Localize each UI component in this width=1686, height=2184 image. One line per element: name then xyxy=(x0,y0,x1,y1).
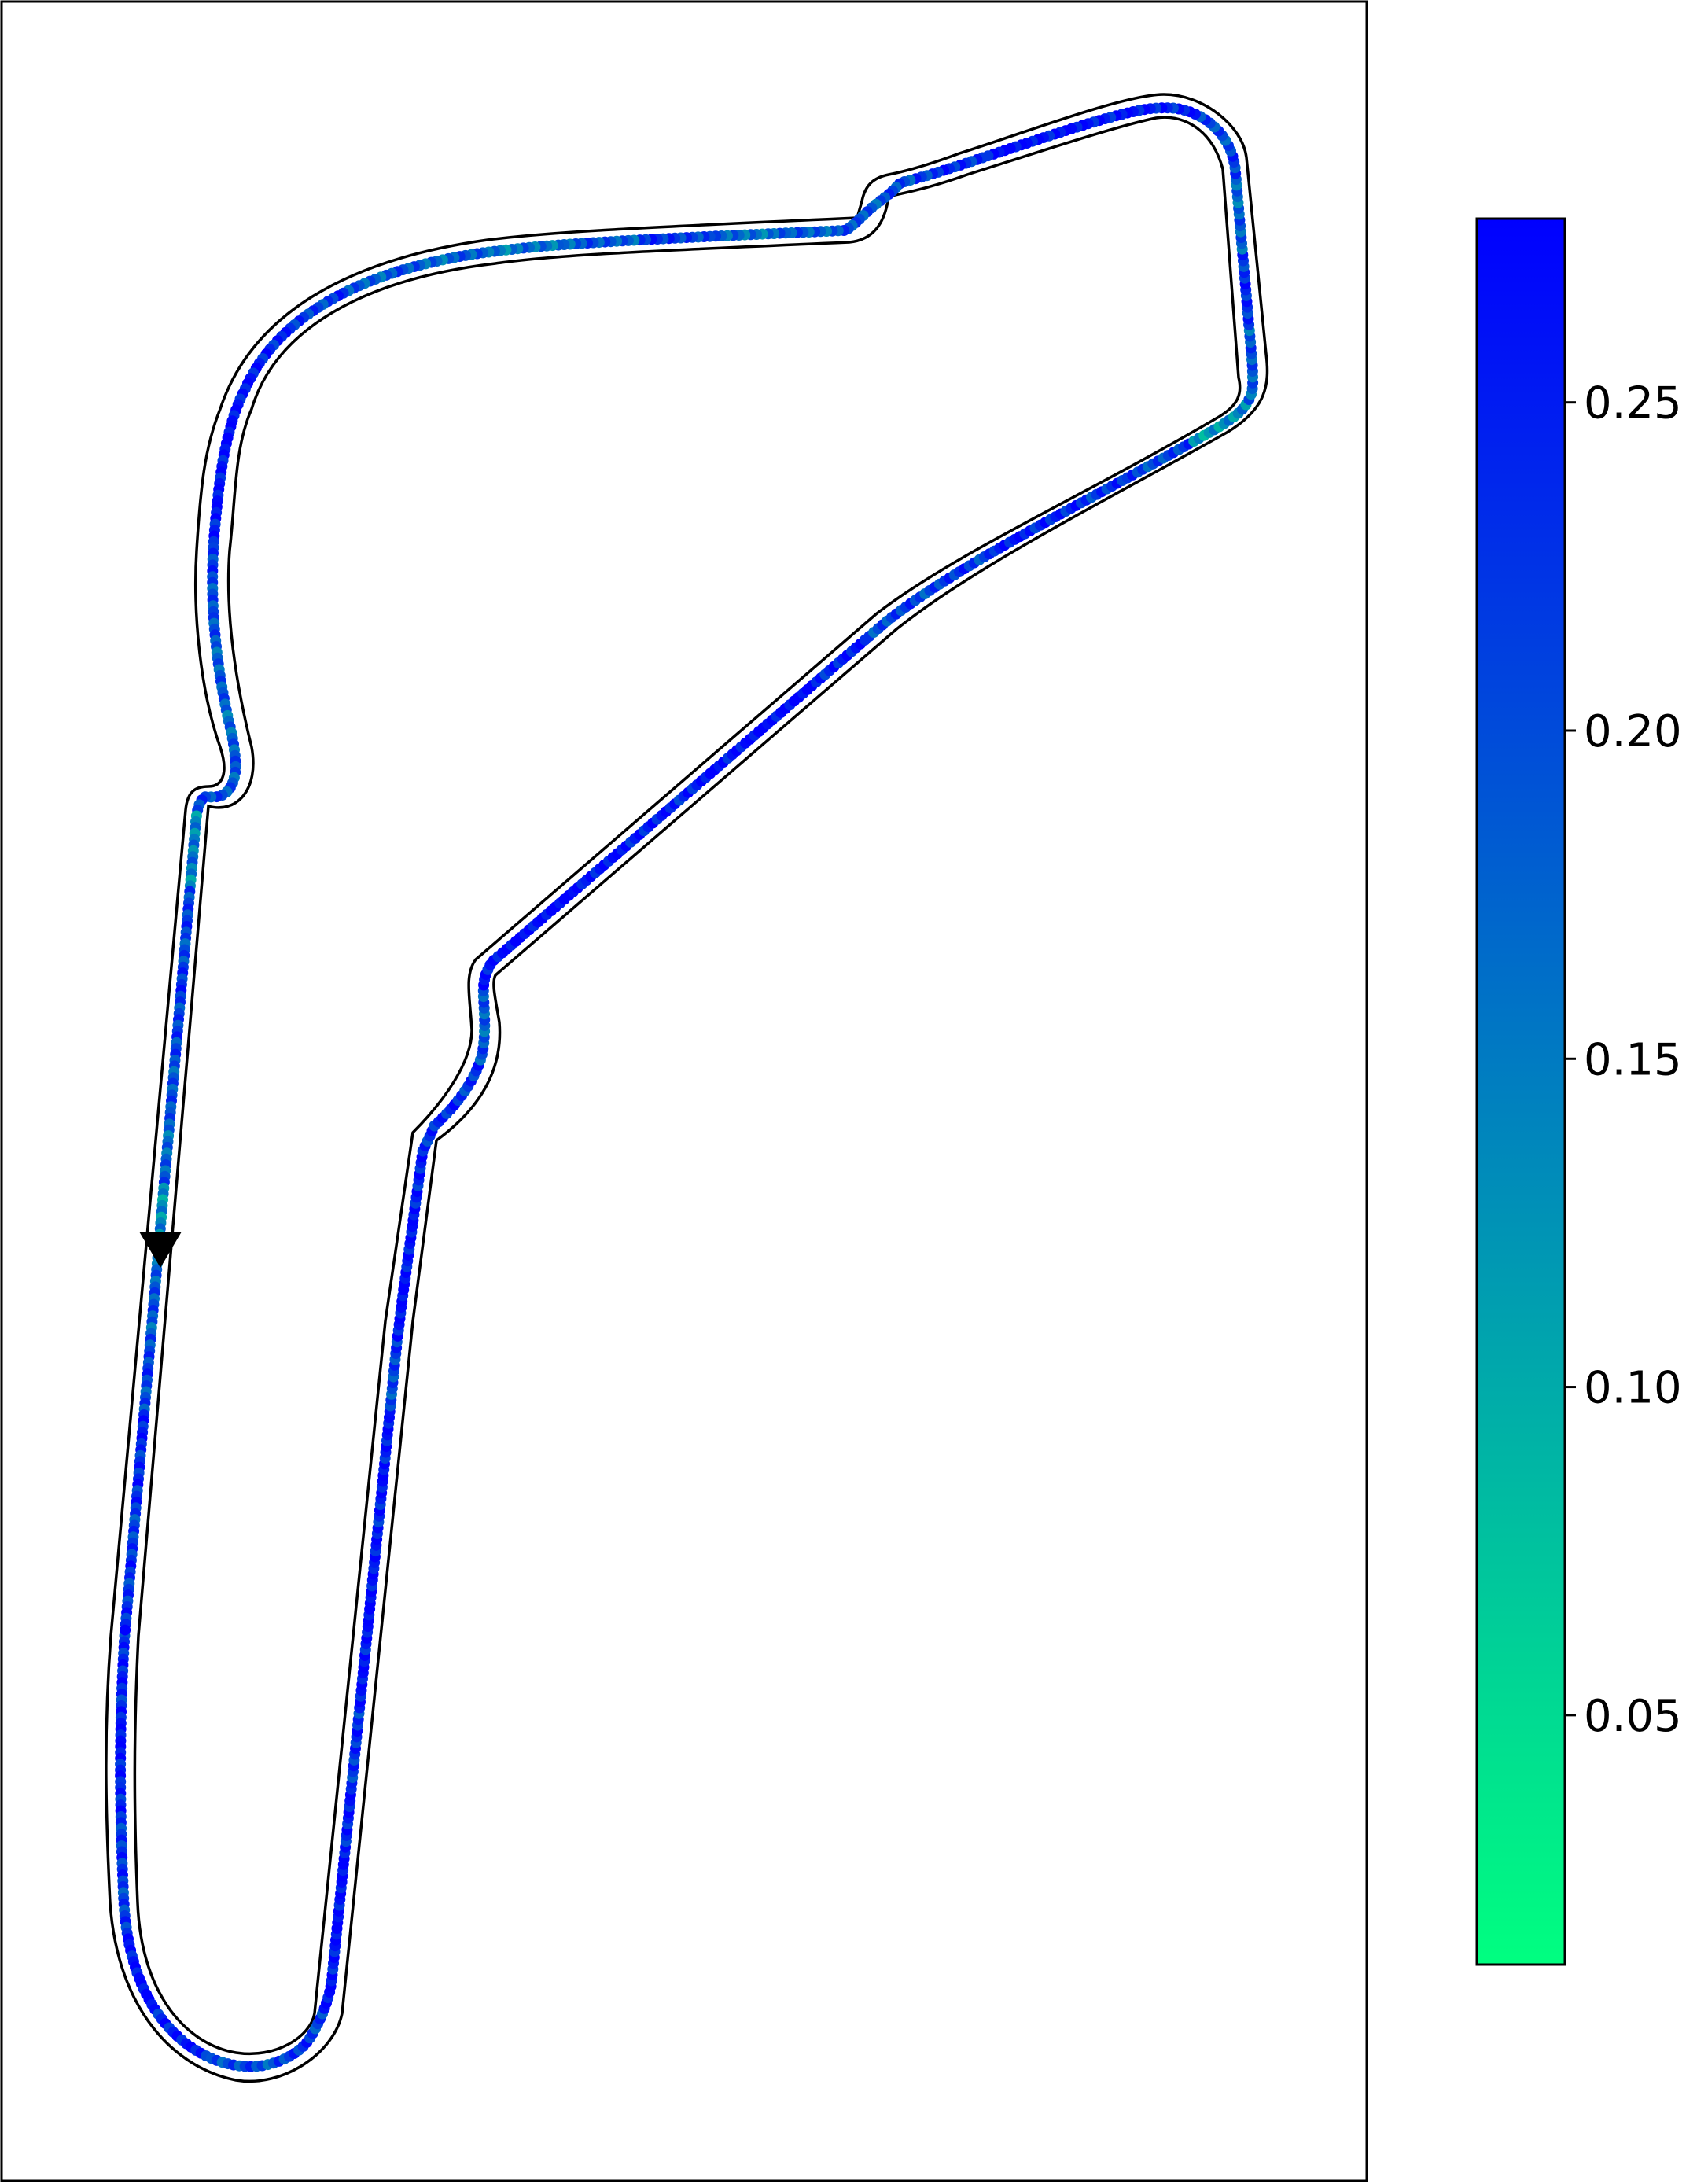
colorbar-ticks: 0.05 0.10 0.15 0.20 0.25 xyxy=(1565,378,1682,1742)
colorbar-tick-label: 0.20 xyxy=(1584,706,1682,757)
colorbar-tick-label: 0.25 xyxy=(1584,378,1682,429)
track-outer-boundary xyxy=(105,93,1269,2083)
colorbar-tick-label: 0.10 xyxy=(1584,1363,1682,1414)
colorbar-tick-label: 0.05 xyxy=(1584,1691,1682,1742)
racing-line-points xyxy=(115,102,1259,2072)
colorbar xyxy=(1475,217,1566,1966)
colorbar-tick-label: 0.15 xyxy=(1584,1034,1682,1085)
racing-line-point xyxy=(120,1624,131,1636)
direction-arrow-icon xyxy=(139,1232,182,1268)
plot-frame xyxy=(0,0,1368,2182)
track-inner-boundary xyxy=(133,116,1242,2056)
